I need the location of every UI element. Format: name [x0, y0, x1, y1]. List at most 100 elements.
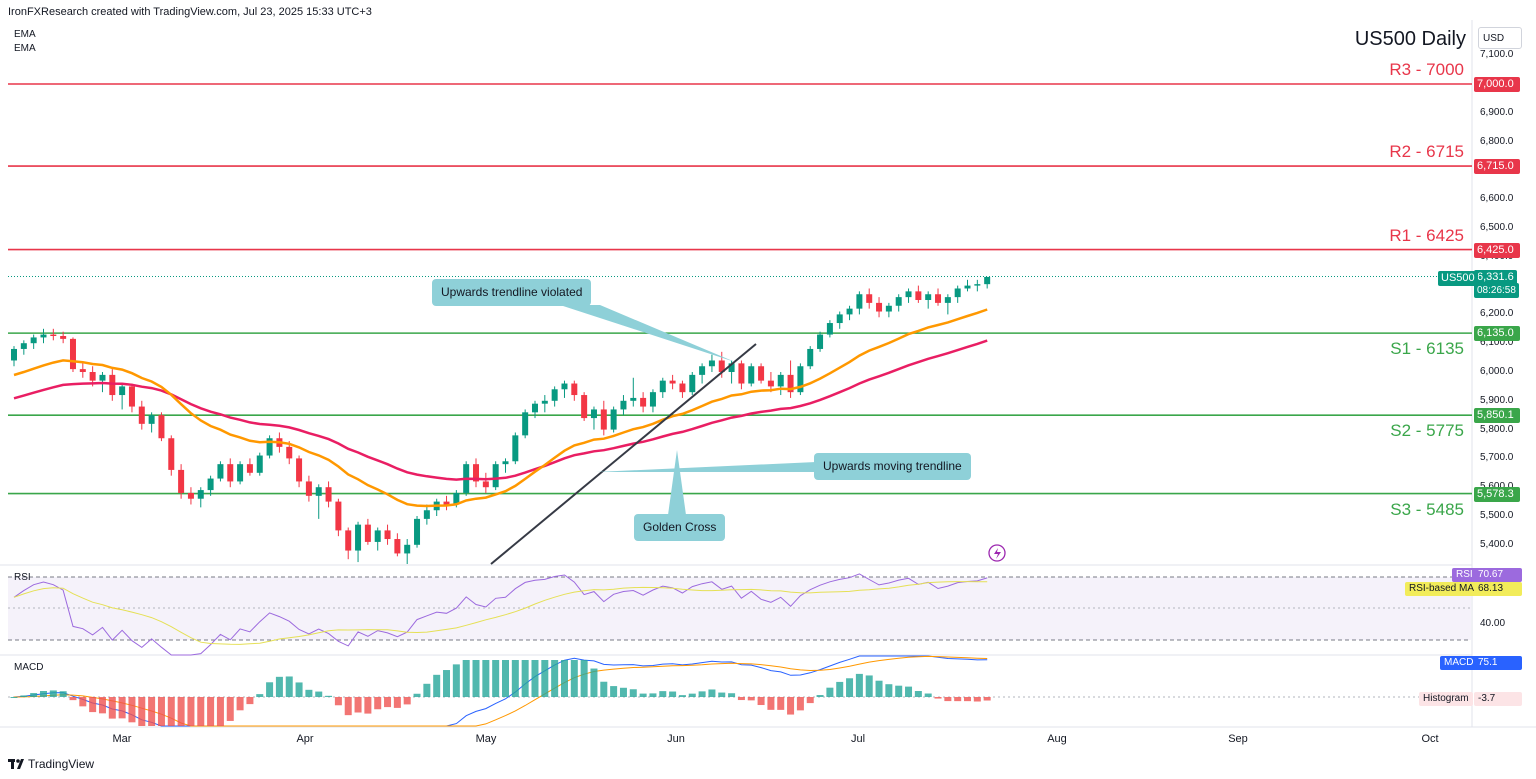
- candle-body: [512, 435, 519, 462]
- candle-body: [187, 492, 194, 499]
- level-label-r3: R3 - 7000: [1389, 60, 1464, 79]
- macd-histogram-bar: [89, 697, 97, 713]
- macd-histogram-bar: [610, 686, 618, 697]
- time-tick: Oct: [1421, 733, 1439, 745]
- candle-body: [109, 374, 116, 396]
- macd-histogram-bar: [482, 660, 490, 697]
- candle-body: [384, 530, 391, 540]
- candle-body: [866, 294, 873, 303]
- candle-body: [99, 374, 106, 381]
- trendline-violated-annotation[interactable]: Upwards trendline violated: [432, 279, 592, 306]
- ema-indicator-label-2[interactable]: EMA: [14, 43, 36, 54]
- level-tag-r1: 6,425.0: [1474, 242, 1520, 258]
- time-tick: Aug: [1047, 733, 1067, 745]
- macd-histogram-bar: [344, 697, 352, 716]
- macd-histogram-bar: [964, 697, 972, 702]
- candle-body: [964, 285, 971, 289]
- macd-histogram-bar: [875, 680, 883, 697]
- candle-body: [522, 412, 529, 436]
- golden-cross-annotation[interactable]: Golden Cross: [634, 514, 726, 541]
- macd-histogram-bar: [433, 674, 441, 697]
- candle-body: [787, 374, 794, 393]
- candle-body: [296, 458, 303, 482]
- macd-histogram-bar: [531, 660, 539, 697]
- macd-histogram-bar: [98, 697, 106, 714]
- candle-body: [954, 288, 961, 298]
- macd-histogram-bar: [20, 695, 28, 697]
- currency-selector[interactable]: USD: [1478, 27, 1522, 49]
- macd-histogram-bar: [295, 682, 303, 697]
- price-tick: 6,100.0: [1480, 337, 1514, 349]
- macd-histogram-bar: [315, 691, 323, 697]
- upward-trendline: [490, 343, 757, 565]
- candle-body: [227, 464, 234, 482]
- macd-histogram-bar: [757, 697, 765, 706]
- price-tick: 5,800.0: [1480, 423, 1514, 435]
- candle-body: [826, 323, 833, 335]
- candle-body: [404, 544, 411, 554]
- level-label-s3: S3 - 5485: [1390, 499, 1464, 519]
- candle-body: [846, 308, 853, 315]
- callout-pointer: [560, 305, 735, 362]
- macd-histogram-bar: [885, 684, 893, 697]
- histogram-value-tag: -3.7: [1474, 692, 1522, 706]
- rsi-value-tag: 70.67: [1474, 568, 1522, 582]
- candle-body: [699, 366, 706, 375]
- moving-trendline-annotation[interactable]: Upwards moving trendline: [814, 453, 971, 480]
- candle-body: [836, 314, 843, 324]
- candle-body: [20, 343, 27, 349]
- attribution-text: IronFXResearch created with TradingView.…: [8, 6, 372, 18]
- macd-histogram-bar: [138, 697, 146, 726]
- candle-body: [659, 380, 666, 393]
- candle-body: [473, 464, 480, 482]
- macd-histogram-bar: [796, 697, 804, 711]
- candle-body: [69, 338, 76, 370]
- candle-body: [335, 501, 342, 531]
- macd-histogram-bar: [197, 697, 205, 726]
- macd-histogram-bar: [108, 697, 116, 719]
- macd-histogram-bar: [944, 697, 952, 702]
- rsi-pane-label[interactable]: RSI: [14, 572, 31, 583]
- macd-histogram-bar: [423, 683, 431, 697]
- macd-histogram-bar: [157, 697, 165, 726]
- time-tick: Jul: [850, 733, 866, 745]
- ema-slow-line: [13, 339, 988, 481]
- candle-body: [925, 294, 932, 300]
- candle-body: [817, 334, 824, 349]
- tradingview-logo[interactable]: TradingView: [8, 757, 94, 771]
- candle-body: [807, 348, 814, 367]
- price-tick: 5,400.0: [1480, 538, 1514, 550]
- macd-histogram-bar: [806, 697, 814, 704]
- candle-body: [482, 481, 489, 488]
- macd-histogram-bar: [384, 697, 392, 708]
- macd-histogram-bar: [325, 695, 333, 697]
- candle-body: [305, 481, 312, 496]
- candle-body: [935, 294, 942, 303]
- candle-body: [718, 360, 725, 372]
- macd-histogram-bar: [226, 697, 234, 721]
- macd-histogram-bar: [354, 697, 362, 713]
- lightning-icon: [994, 548, 1001, 559]
- macd-histogram-bar: [836, 681, 844, 697]
- candle-body: [50, 334, 57, 336]
- macd-histogram-bar: [492, 660, 500, 697]
- macd-histogram-bar: [708, 689, 716, 697]
- macd-histogram-bar: [934, 697, 942, 699]
- candle-body: [905, 291, 912, 298]
- candle-body: [266, 438, 273, 456]
- macd-histogram-bar: [148, 697, 156, 726]
- candle-body: [551, 389, 558, 401]
- macd-histogram-bar: [49, 690, 57, 697]
- macd-histogram-bar: [118, 697, 126, 719]
- macd-histogram-bar: [905, 686, 913, 697]
- ema-indicator-label-1[interactable]: EMA: [14, 29, 36, 40]
- candle-body: [325, 487, 332, 502]
- candle-body: [649, 392, 656, 407]
- macd-pane-label[interactable]: MACD: [14, 662, 44, 673]
- level-tag-r2: 6,715.0: [1474, 159, 1520, 175]
- candle-body: [178, 469, 185, 493]
- candle-body: [689, 374, 696, 393]
- rsi-axis-tick: 40.00: [1480, 618, 1506, 629]
- macd-histogram-bar: [167, 697, 175, 726]
